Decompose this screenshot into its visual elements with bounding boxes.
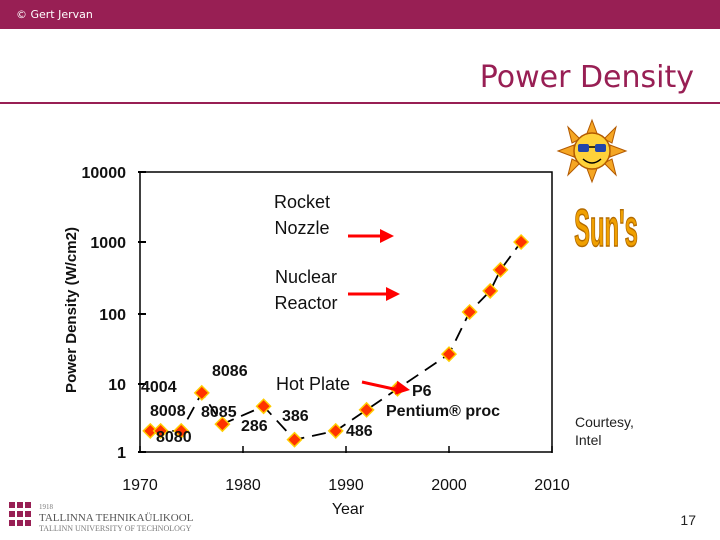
x-axis-label: Year — [332, 501, 365, 518]
data-point-marker — [327, 422, 344, 439]
x-tick-label: 1970 — [122, 477, 158, 494]
university-emblem — [9, 502, 31, 526]
data-point-marker — [440, 346, 458, 363]
sun-caption: Sun's — [574, 198, 638, 257]
data-point-marker — [214, 416, 231, 433]
copyright-text: © Gert Jervan — [16, 8, 93, 21]
processor-label: Pentium® proc — [386, 403, 500, 420]
data-point-marker — [255, 398, 272, 415]
title-divider — [0, 102, 720, 104]
processor-label: 8008 — [150, 403, 186, 420]
processor-label: 286 — [241, 418, 268, 435]
data-point-marker — [461, 303, 478, 321]
page-number: 17 — [680, 512, 696, 528]
y-tick-label: 10000 — [82, 165, 127, 182]
courtesy-note: Courtesy, Intel — [575, 413, 634, 449]
header-bar: © Gert Jervan — [0, 0, 720, 29]
x-tick-label: 1980 — [225, 477, 261, 494]
annotation-arrow-head — [395, 380, 410, 395]
data-point-marker — [173, 422, 190, 439]
university-year: 1918 — [39, 503, 54, 511]
x-tick-label: 2010 — [534, 477, 570, 494]
y-axis-label: Power Density (W/cm2) — [63, 227, 80, 393]
x-tick-label: 2000 — [431, 477, 467, 494]
y-tick-label: 100 — [99, 307, 126, 324]
sun-with-sunglasses-icon: Sun's — [556, 118, 638, 258]
data-point-marker — [492, 261, 509, 278]
y-tick-label: 1000 — [90, 235, 126, 252]
annotation-label: Nuclear — [275, 267, 337, 287]
processor-label: 386 — [282, 408, 309, 425]
processor-label: 8085 — [201, 404, 237, 421]
courtesy-line-1: Courtesy, — [575, 414, 634, 430]
annotation-arrow-shaft — [361, 380, 399, 392]
processor-label: 486 — [346, 423, 373, 440]
data-point-marker — [513, 233, 530, 251]
annotation-label: Nozzle — [274, 218, 329, 238]
annotation-arrow-head — [386, 287, 400, 301]
data-point-marker — [152, 422, 169, 439]
processor-label: P6 — [412, 383, 432, 400]
university-logo: 1918 TALLINNA TEHNIKAÜLIKOOL TALLINN UNI… — [8, 500, 223, 539]
y-tick-label: 10 — [108, 377, 126, 394]
processor-label: 8080 — [156, 429, 192, 446]
annotation-label: Rocket — [274, 192, 330, 212]
data-point-marker — [286, 431, 303, 448]
y-tick-label: 1 — [117, 445, 126, 462]
data-point-marker — [358, 401, 375, 418]
processor-label: 8086 — [212, 363, 248, 380]
data-point-marker — [482, 282, 499, 299]
annotation-label: Reactor — [274, 293, 337, 313]
annotation-label: Hot Plate — [276, 374, 350, 394]
annotation-arrow-head — [380, 229, 394, 243]
slide-title: Power Density — [479, 60, 694, 95]
x-tick-label: 1990 — [328, 477, 364, 494]
processor-label: 4004 — [141, 379, 177, 396]
university-name-et: TALLINNA TEHNIKAÜLIKOOL — [39, 512, 194, 524]
university-name-en: TALLINN UNIVERSITY OF TECHNOLOGY — [39, 524, 192, 533]
data-point-marker — [193, 384, 210, 401]
courtesy-line-2: Intel — [575, 432, 602, 448]
